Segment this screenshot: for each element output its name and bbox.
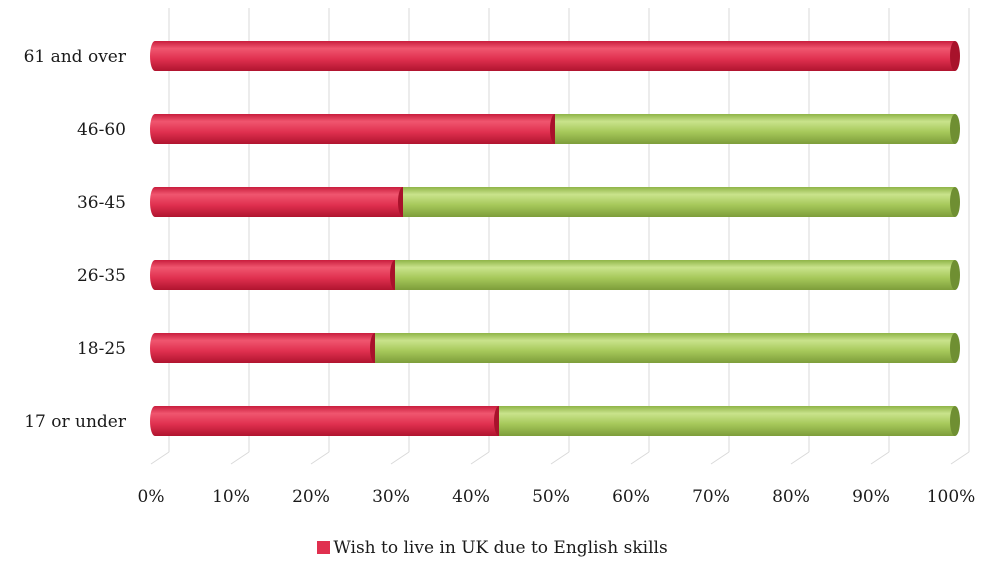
gridline-floor [470, 451, 490, 465]
bar-start-cap [150, 187, 160, 217]
x-tick-label: 90% [852, 487, 890, 507]
bar-segment [403, 187, 955, 217]
legend-label: Wish to live in UK due to English skills [333, 538, 668, 558]
bar-end-cap [950, 333, 960, 363]
bar-end-cap [950, 260, 960, 290]
gridline-floor [630, 451, 650, 465]
category-label: 26-35 [77, 266, 126, 286]
bar-end-cap [950, 114, 960, 144]
bar-end-cap [950, 41, 960, 71]
x-tick-label: 80% [772, 487, 810, 507]
category-label: 17 or under [24, 412, 127, 432]
x-tick-label: 70% [692, 487, 730, 507]
bar-end-cap [950, 187, 960, 217]
bar-segment [155, 406, 499, 436]
x-tick-label: 100% [927, 487, 976, 507]
bar-segment [155, 187, 403, 217]
bar-segment [155, 114, 555, 144]
bar-start-cap [150, 260, 160, 290]
gridline-floor [710, 451, 730, 465]
bar-start-cap [150, 333, 160, 363]
category-label: 46-60 [77, 120, 126, 140]
bar-segment [395, 260, 955, 290]
bars [150, 41, 960, 436]
x-tick-label: 30% [372, 487, 410, 507]
category-label: 36-45 [77, 193, 126, 213]
category-label: 18-25 [77, 339, 126, 359]
x-tick-label: 40% [452, 487, 490, 507]
x-tick-label: 0% [138, 487, 165, 507]
gridline-floor [230, 451, 250, 465]
bar-segment [375, 333, 955, 363]
x-axis-tick-labels: 0% 10% 20% 30% 40% 50% 60% 70% 80% 90% 100% [138, 487, 976, 507]
legend: Wish to live in UK due to English skills [0, 538, 985, 558]
category-label: 61 and over [24, 47, 127, 67]
gridline-floor [550, 451, 570, 465]
bar-segment [155, 333, 375, 363]
x-tick-label: 50% [532, 487, 570, 507]
bar-segment [555, 114, 955, 144]
bar-start-cap [150, 406, 160, 436]
bar-segment [155, 260, 395, 290]
x-tick-label: 60% [612, 487, 650, 507]
gridline-floor [150, 451, 170, 465]
gridline-floor [310, 451, 330, 465]
legend-swatch [317, 541, 331, 554]
bar-segment [155, 41, 955, 71]
gridline-floor [390, 451, 410, 465]
x-tick-label: 20% [292, 487, 330, 507]
gridline-floor [790, 451, 810, 465]
category-labels: 61 and over 46-60 36-45 26-35 18-25 17 or und… [24, 47, 127, 432]
bar-start-cap [150, 41, 160, 71]
gridline-floor [950, 451, 970, 465]
gridline-floor [870, 451, 890, 465]
bar-segment [499, 406, 955, 436]
x-tick-label: 10% [212, 487, 250, 507]
bar-start-cap [150, 114, 160, 144]
bar-end-cap [950, 406, 960, 436]
gridlines [150, 8, 970, 465]
